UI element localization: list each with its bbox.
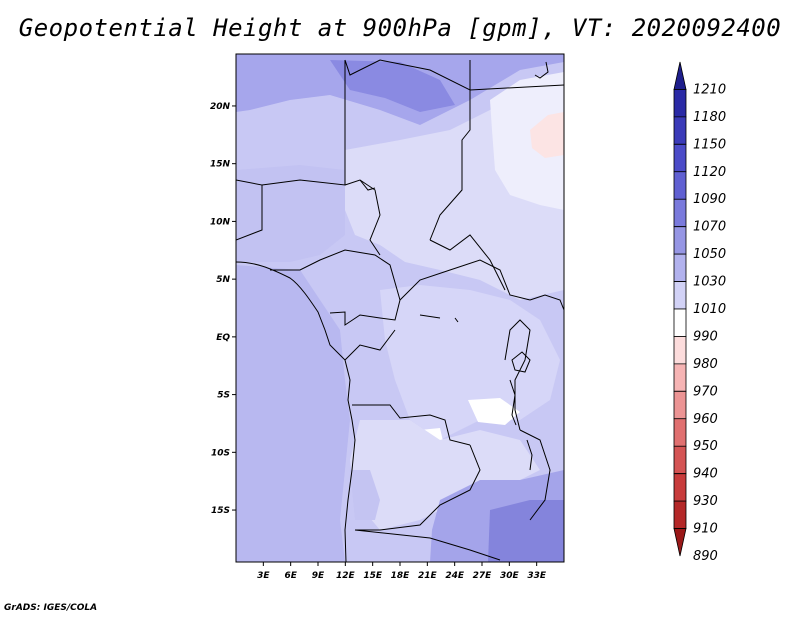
colorbar-label: 940 xyxy=(693,467,718,482)
colorbar-label: 990 xyxy=(693,329,718,344)
lon-tick-label: 30E xyxy=(500,571,520,581)
colorbar-segment xyxy=(673,226,687,255)
colorbar-segment xyxy=(673,198,687,228)
border-eastern-drc xyxy=(504,319,531,431)
colorbar-segment xyxy=(673,253,687,282)
software-credit: GrADS: IGES/COLA xyxy=(4,603,98,613)
lat-tick-label: 10N xyxy=(210,217,231,227)
colorbar-label: 930 xyxy=(693,494,718,509)
border-nigeria-cameroon xyxy=(270,249,401,301)
lat-tick-label: 15S xyxy=(211,506,230,516)
lat-tick-label: 15N xyxy=(210,160,231,170)
border-niger-west xyxy=(261,60,346,186)
colorbar-label: 980 xyxy=(693,357,718,372)
border-westafrica xyxy=(236,179,263,241)
colorbar-segment xyxy=(673,390,687,420)
field-white-patch-1 xyxy=(468,398,520,425)
colorbar-segment xyxy=(673,61,687,90)
colorbar-segment xyxy=(673,171,687,200)
lake-victoria xyxy=(511,351,531,373)
colorbar-segment xyxy=(673,336,687,365)
lat-tick-label: 10S xyxy=(211,448,230,458)
colorbar-segment xyxy=(673,143,687,173)
lat-tick-label: 5S xyxy=(217,391,230,401)
colorbar-label: 1090 xyxy=(693,192,726,207)
colorbar-segment xyxy=(673,308,687,337)
colorbar-label: 1010 xyxy=(693,302,726,317)
colorbar: 1210 1180 1150 1120 1090 1070 1050 1030 1010 990 9… xyxy=(673,61,726,564)
axis-ticks: 3E 6E 9E 12E 15E 18E 21E 24E 27E 30E 33E 20N 15N 10N 5… xyxy=(210,102,547,581)
border-egypt-sudan xyxy=(469,84,564,91)
colorbar-segment xyxy=(673,418,687,447)
lon-tick-label: 27E xyxy=(473,571,493,581)
lon-tick-label: 9E xyxy=(312,571,325,581)
lat-tick-label: 5N xyxy=(216,275,230,285)
colorbar-segment xyxy=(673,445,687,475)
boundaries xyxy=(236,59,564,562)
field-ocean-west xyxy=(236,265,350,562)
border-tanzania xyxy=(519,429,551,521)
border-angola-zambia xyxy=(355,444,481,531)
border-chad-west xyxy=(344,179,381,256)
colorbar-label: 1180 xyxy=(693,110,726,125)
field-angola-mid xyxy=(350,470,380,520)
lon-tick-label: 24E xyxy=(445,571,465,581)
lon-tick-label: 21E xyxy=(418,571,438,581)
colorbar-label: 890 xyxy=(693,549,718,564)
lat-tick-label: 20N xyxy=(210,102,231,112)
border-congo xyxy=(344,329,396,361)
river-segments xyxy=(419,314,459,323)
colorbar-segment xyxy=(673,363,687,392)
lake-tanganyika xyxy=(509,379,517,426)
colorbar-label: 950 xyxy=(693,439,718,454)
colorbar-segment xyxy=(673,473,687,502)
colorbar-segment xyxy=(673,281,687,310)
colorbar-label: 1210 xyxy=(693,82,726,97)
coastline xyxy=(236,261,356,562)
colorbar-label: 1030 xyxy=(693,275,726,290)
field-sahel-west xyxy=(236,165,345,262)
height-field xyxy=(236,54,564,562)
colorbar-segment xyxy=(673,500,687,529)
border-angola-drc xyxy=(352,404,471,446)
field-low-anomaly xyxy=(530,112,564,158)
chart-title: Geopotential Height at 900hPa [gpm], VT:… xyxy=(18,14,782,42)
lat-tick-label: EQ xyxy=(216,333,230,343)
colorbar-label: 1070 xyxy=(693,220,726,235)
lon-tick-label: 33E xyxy=(527,571,547,581)
coast-sinai xyxy=(534,61,549,79)
lon-tick-label: 6E xyxy=(284,571,297,581)
border-sudan-car xyxy=(429,234,506,291)
colorbar-segment xyxy=(673,528,687,557)
colorbar-label: 970 xyxy=(693,384,718,399)
border-car xyxy=(399,259,531,301)
border-southsudan xyxy=(529,294,564,311)
lake-malawi xyxy=(526,439,533,471)
field-northeast-light xyxy=(490,72,564,210)
border-gabon xyxy=(329,299,401,326)
colorbar-segment xyxy=(673,89,687,118)
lon-tick-label: 18E xyxy=(391,571,411,581)
field-south-light xyxy=(350,420,540,530)
field-north-core xyxy=(330,60,455,112)
border-chad-east xyxy=(429,90,471,241)
colorbar-label: 1150 xyxy=(693,137,726,152)
lon-tick-label: 3E xyxy=(257,571,270,581)
colorbar-label: 1120 xyxy=(693,165,726,180)
lon-tick-label: 15E xyxy=(363,571,383,581)
field-southeast-core xyxy=(488,500,564,562)
border-namibia-botswana xyxy=(354,529,501,561)
lon-tick-label: 12E xyxy=(336,571,356,581)
colorbar-label: 960 xyxy=(693,412,718,427)
lake-chad xyxy=(359,179,376,191)
border-libya-niger xyxy=(344,59,471,91)
colorbar-segment xyxy=(673,116,687,145)
colorbar-label: 1050 xyxy=(693,247,726,262)
colorbar-label: 910 xyxy=(693,522,718,537)
